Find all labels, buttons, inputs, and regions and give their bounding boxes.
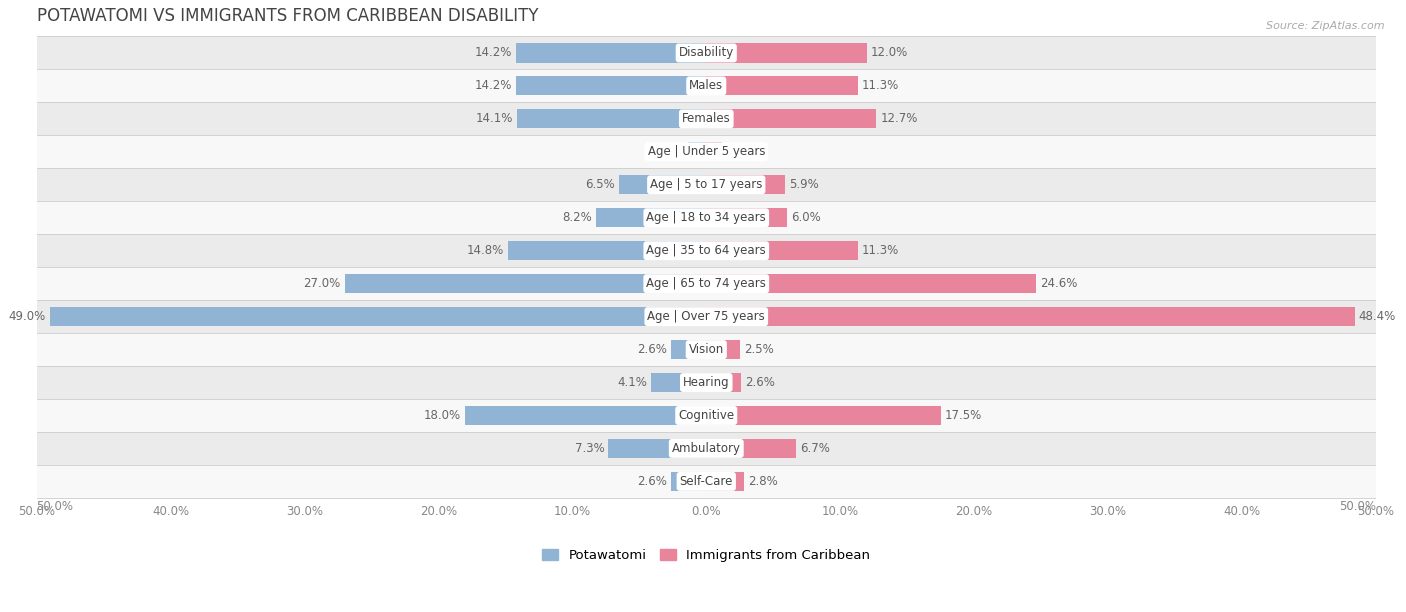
Text: Age | 65 to 74 years: Age | 65 to 74 years [647,277,766,290]
Text: 5.9%: 5.9% [789,178,820,192]
Text: 14.8%: 14.8% [467,244,503,257]
Bar [37,37,1376,69]
Text: 11.3%: 11.3% [862,244,898,257]
Text: Males: Males [689,80,723,92]
Bar [517,110,706,129]
Text: Ambulatory: Ambulatory [672,442,741,455]
Bar [37,234,1376,267]
Text: Age | Under 5 years: Age | Under 5 years [648,145,765,159]
Text: 11.3%: 11.3% [862,80,898,92]
Bar [688,142,706,162]
Text: 2.5%: 2.5% [744,343,773,356]
Text: 24.6%: 24.6% [1040,277,1077,290]
Bar [37,333,1376,366]
Text: 6.5%: 6.5% [585,178,616,192]
Text: Vision: Vision [689,343,724,356]
Bar [516,76,706,95]
Bar [37,300,1376,333]
Text: 6.7%: 6.7% [800,442,830,455]
Bar [706,208,786,227]
Text: 48.4%: 48.4% [1358,310,1396,323]
Text: 49.0%: 49.0% [8,310,46,323]
Text: 50.0%: 50.0% [1339,499,1376,512]
Text: Self-Care: Self-Care [679,475,733,488]
Text: POTAWATOMI VS IMMIGRANTS FROM CARIBBEAN DISABILITY: POTAWATOMI VS IMMIGRANTS FROM CARIBBEAN … [37,7,538,25]
Bar [508,241,706,260]
Bar [37,135,1376,168]
Bar [37,399,1376,432]
Text: 12.0%: 12.0% [870,47,908,59]
Text: Age | Over 75 years: Age | Over 75 years [647,310,765,323]
Bar [706,76,858,95]
Bar [344,274,706,293]
Text: 2.8%: 2.8% [748,475,778,488]
Bar [465,406,706,425]
Text: 12.7%: 12.7% [880,113,918,125]
Text: 14.2%: 14.2% [475,47,512,59]
Bar [706,406,941,425]
Bar [37,366,1376,399]
Bar [37,267,1376,300]
Bar [609,439,706,458]
Bar [706,142,723,162]
Bar [516,43,706,62]
Text: 50.0%: 50.0% [37,499,73,512]
Text: 4.1%: 4.1% [617,376,647,389]
Text: 14.1%: 14.1% [477,113,513,125]
Text: 27.0%: 27.0% [304,277,340,290]
Legend: Potawatomi, Immigrants from Caribbean: Potawatomi, Immigrants from Caribbean [537,543,876,567]
Bar [596,208,706,227]
Bar [706,373,741,392]
Bar [706,175,786,195]
Text: 6.0%: 6.0% [790,211,821,224]
Text: 7.3%: 7.3% [575,442,605,455]
Text: 14.2%: 14.2% [475,80,512,92]
Text: Cognitive: Cognitive [678,409,734,422]
Text: 1.4%: 1.4% [654,145,683,159]
Bar [672,472,706,491]
Text: 2.6%: 2.6% [745,376,775,389]
Bar [706,241,858,260]
Text: Age | 35 to 64 years: Age | 35 to 64 years [647,244,766,257]
Bar [706,43,868,62]
Bar [706,307,1354,326]
Text: Source: ZipAtlas.com: Source: ZipAtlas.com [1267,21,1385,31]
Bar [37,432,1376,465]
Text: Disability: Disability [679,47,734,59]
Text: 2.6%: 2.6% [637,343,668,356]
Text: 2.6%: 2.6% [637,475,668,488]
Bar [37,201,1376,234]
Bar [37,69,1376,102]
Bar [619,175,706,195]
Bar [706,472,744,491]
Bar [672,340,706,359]
Text: Females: Females [682,113,731,125]
Text: 17.5%: 17.5% [945,409,981,422]
Text: Age | 18 to 34 years: Age | 18 to 34 years [647,211,766,224]
Bar [51,307,706,326]
Bar [706,340,740,359]
Bar [37,102,1376,135]
Text: 1.2%: 1.2% [727,145,756,159]
Text: 18.0%: 18.0% [425,409,461,422]
Bar [706,439,796,458]
Bar [651,373,706,392]
Bar [706,110,876,129]
Bar [37,168,1376,201]
Text: Age | 5 to 17 years: Age | 5 to 17 years [650,178,762,192]
Text: 8.2%: 8.2% [562,211,592,224]
Bar [706,274,1036,293]
Bar [37,465,1376,498]
Text: Hearing: Hearing [683,376,730,389]
